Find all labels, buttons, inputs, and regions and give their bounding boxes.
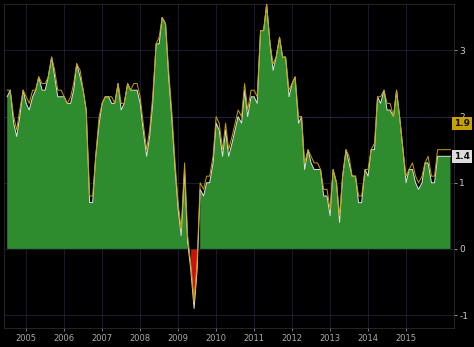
Text: 1.9: 1.9	[454, 119, 470, 128]
Text: 1.4: 1.4	[454, 152, 470, 161]
